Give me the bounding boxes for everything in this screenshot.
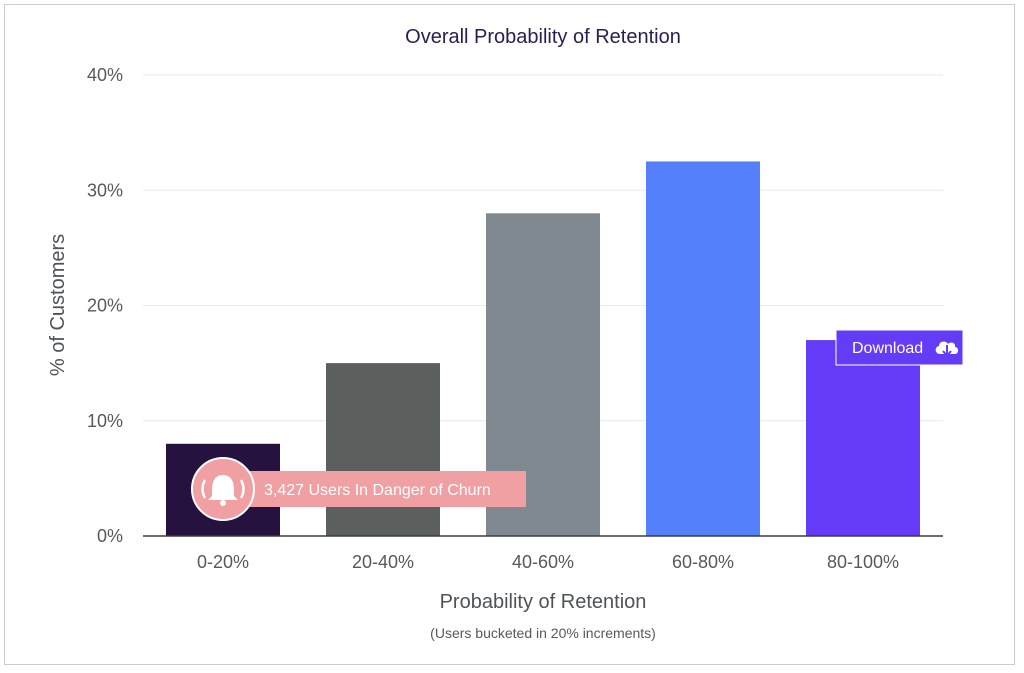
- x-tick-label: 20-40%: [352, 552, 414, 572]
- y-tick-label: 30%: [87, 180, 123, 200]
- y-tick-labels: 0% 10% 20% 30% 40%: [87, 65, 123, 546]
- y-tick-label: 20%: [87, 296, 123, 316]
- x-tick-label: 40-60%: [512, 552, 574, 572]
- chart-title: Overall Probability of Retention: [405, 26, 681, 48]
- churn-callout-text: 3,427 Users In Danger of Churn: [264, 482, 491, 499]
- x-tick-labels: 0-20% 20-40% 40-60% 60-80% 80-100%: [197, 552, 899, 572]
- download-button[interactable]: Download: [835, 329, 964, 366]
- bar-80to100: [806, 340, 920, 536]
- y-tick-label: 40%: [87, 65, 123, 85]
- x-tick-label: 80-100%: [827, 552, 899, 572]
- churn-callout-banner: [226, 471, 526, 507]
- y-axis-title: % of Customers: [47, 234, 69, 376]
- y-tick-label: 10%: [87, 411, 123, 431]
- x-axis-subtitle: (Users bucketed in 20% increments): [430, 625, 656, 641]
- cloud-download-icon: [935, 341, 958, 358]
- x-tick-label: 0-20%: [197, 552, 249, 572]
- x-tick-label: 60-80%: [672, 552, 734, 572]
- bar-20to40: [326, 363, 440, 536]
- bell-icon: [201, 475, 245, 506]
- bars: [166, 161, 920, 537]
- download-button-label[interactable]: Download: [852, 340, 923, 357]
- churn-callout: 3,427 Users In Danger of Churn: [191, 457, 526, 521]
- bar-60to80: [646, 161, 760, 536]
- y-tick-label: 0%: [97, 526, 123, 546]
- x-axis-title: Probability of Retention: [440, 591, 647, 613]
